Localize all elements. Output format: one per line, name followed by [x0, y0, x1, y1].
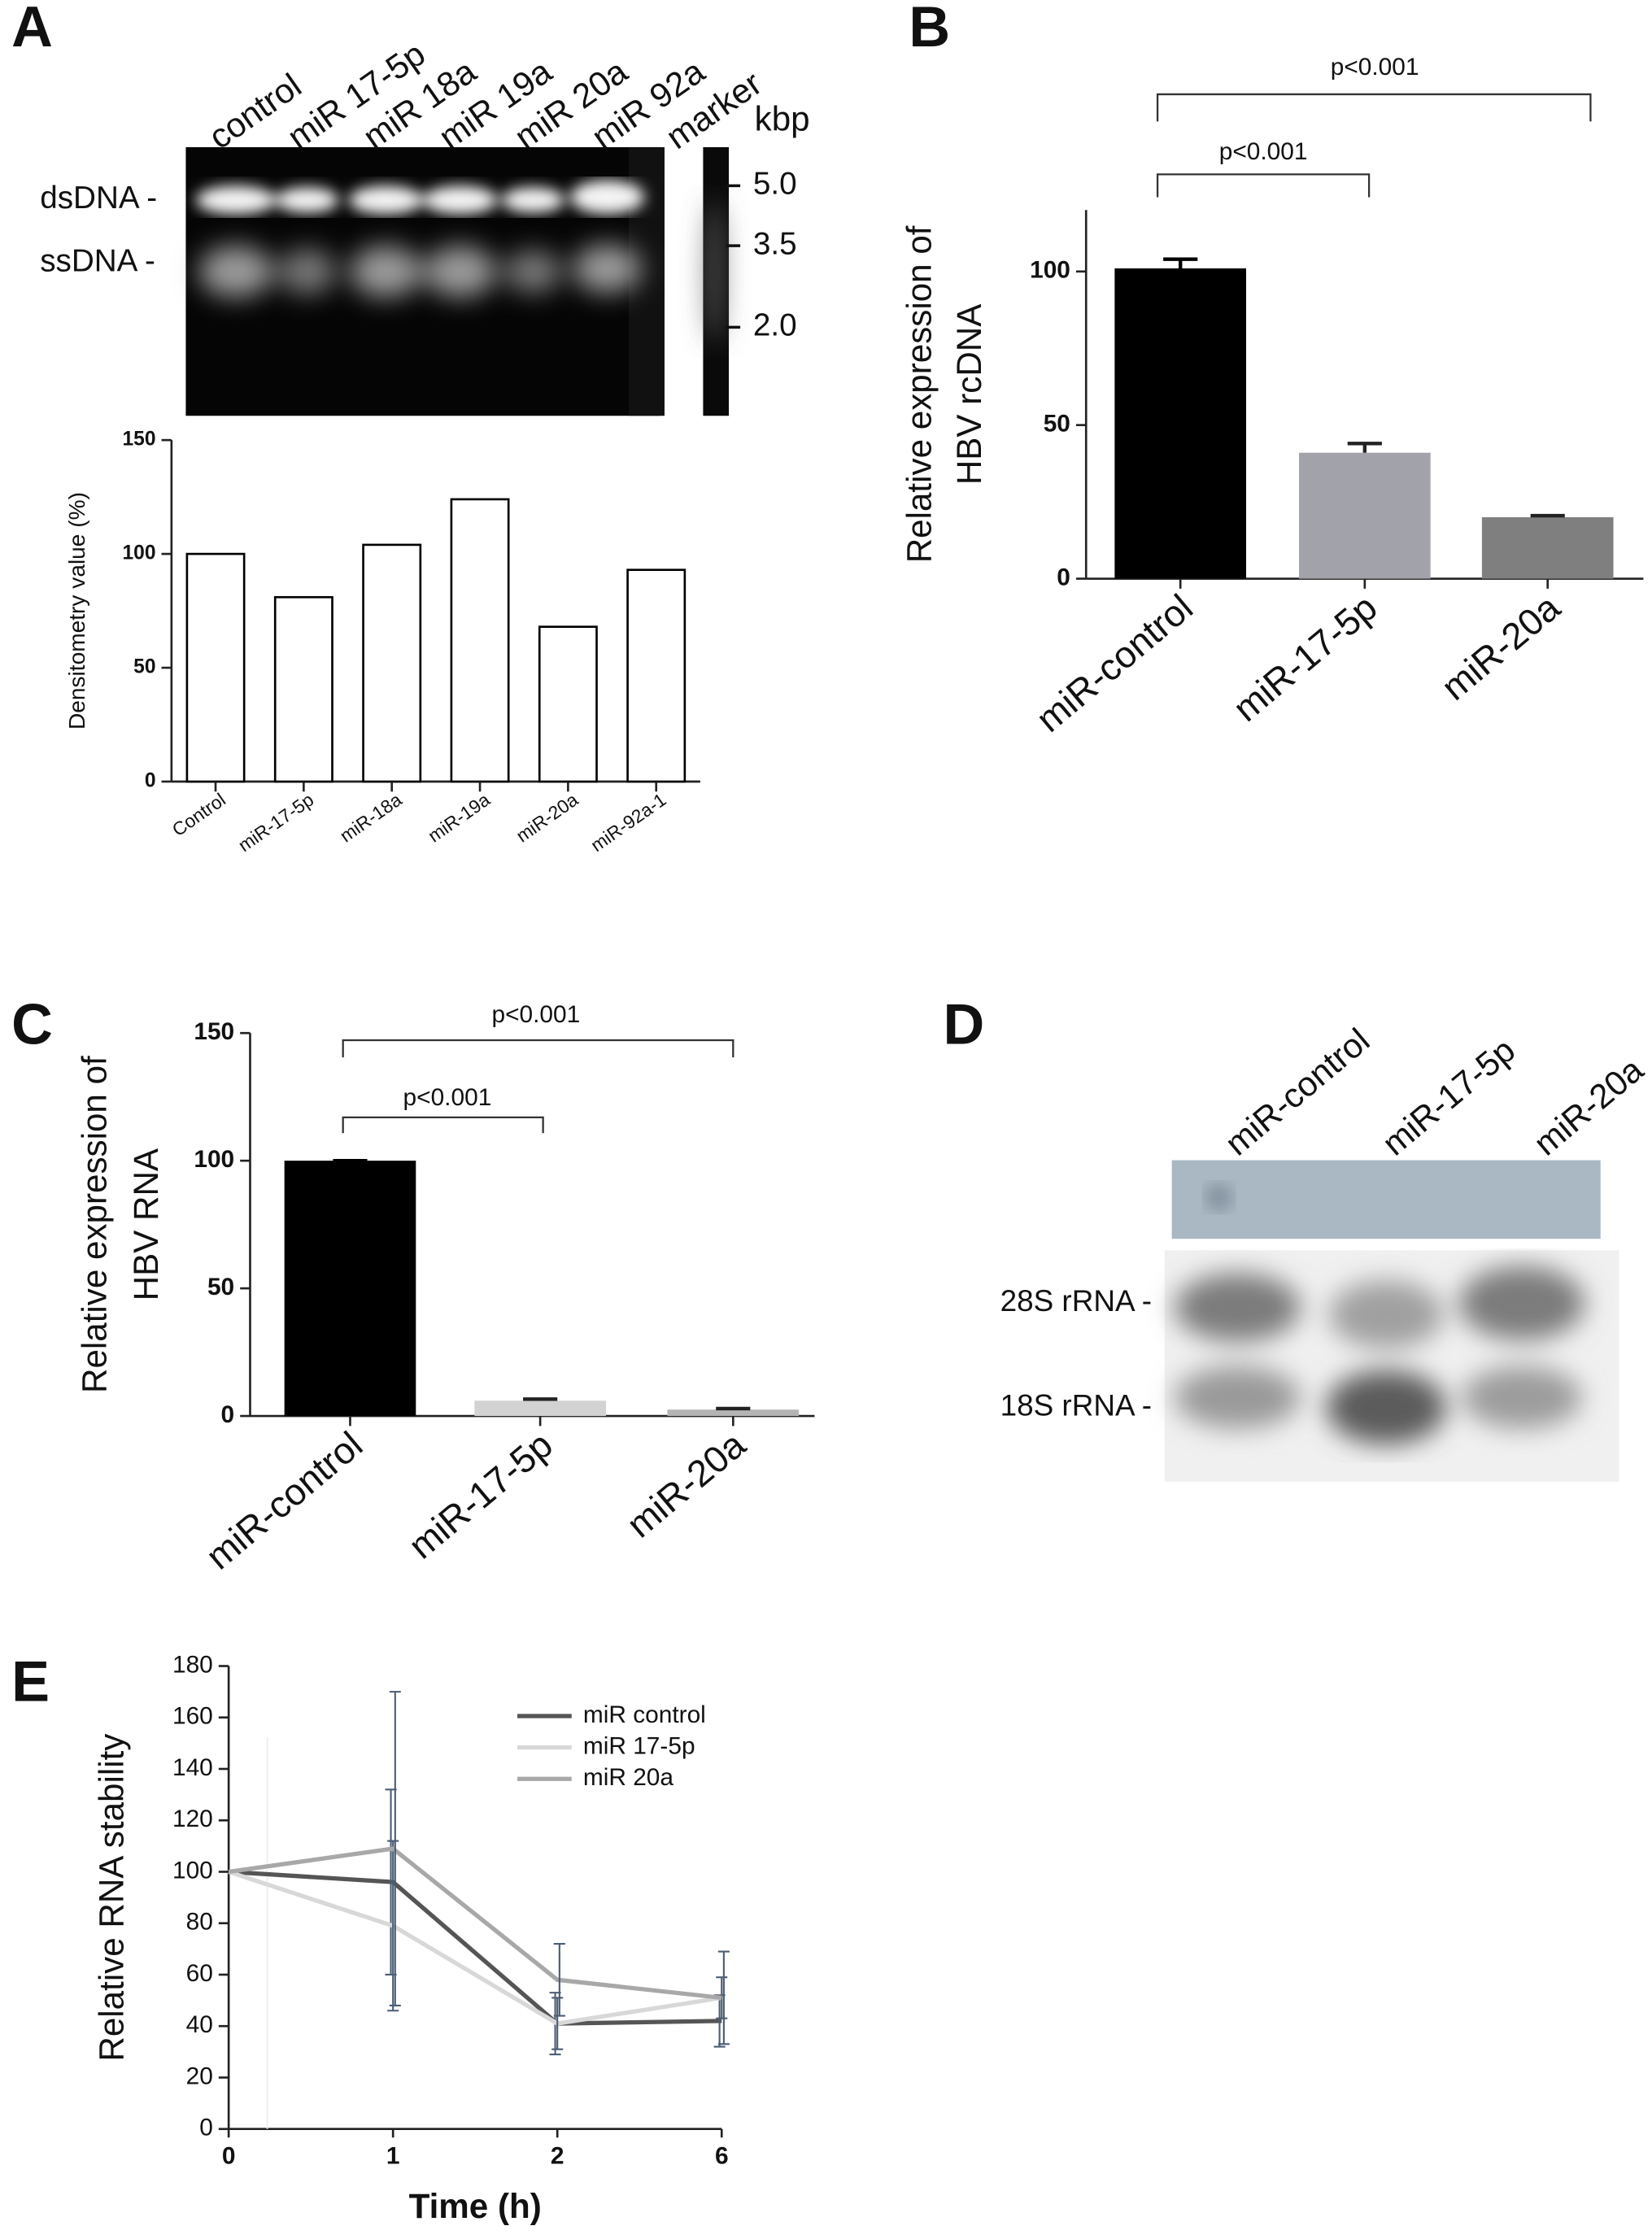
y-axis-label: Relative expression of [76, 1056, 114, 1393]
x-tick-label: miR-92a-1 [586, 789, 669, 856]
significance-bracket [342, 1116, 544, 1134]
panel-label: D [944, 992, 985, 1056]
y-tick-label: 50 [1044, 411, 1070, 438]
bar [1481, 516, 1614, 579]
x-tick-label: 1 [386, 2143, 400, 2170]
y-tick-label: 50 [207, 1274, 234, 1300]
x-tick-label: miR-17-5p [1226, 586, 1385, 730]
bar [273, 595, 333, 783]
panel-label: B [909, 0, 950, 59]
bar [185, 552, 246, 783]
legend-label: miR control [583, 1701, 706, 1728]
y-tick-label: 100 [1030, 257, 1070, 284]
bar [1299, 452, 1431, 579]
x-tick-label: 2 [551, 2143, 564, 2170]
x-tick-label: 6 [715, 2143, 729, 2170]
y-tick-label: 180 [172, 1651, 213, 1678]
significance-bracket [1156, 93, 1592, 122]
significance-bracket [342, 1039, 734, 1058]
lane-label: miR-17-5p [1375, 1030, 1522, 1163]
bar [362, 543, 422, 783]
series-line [228, 1846, 722, 2001]
bar [626, 568, 687, 783]
y-axis-label: Relative expression of [900, 225, 938, 563]
y-tick-label: 50 [133, 656, 155, 678]
y-tick-label: 0 [199, 2115, 213, 2141]
bar [284, 1161, 416, 1417]
y-tick-label: 80 [186, 1909, 213, 1936]
y-tick-label: 0 [1057, 564, 1070, 590]
y-axis-label: Relative RNA stability [93, 1734, 131, 2062]
annotation: p<0.001 [403, 1084, 492, 1111]
panel-label: C [11, 992, 53, 1056]
y-tick-label: 150 [123, 429, 156, 451]
bar [667, 1409, 800, 1417]
y-axis-label: HBV rcDNA [950, 303, 988, 485]
series-line [228, 1869, 722, 2026]
error-bar [553, 1942, 565, 2017]
y-tick-label: 120 [172, 1806, 213, 1832]
annotation: p<0.001 [1219, 138, 1308, 165]
error-bar [717, 1950, 730, 2045]
lane-label: miR-control [1218, 1021, 1376, 1163]
legend-label: miR 20a [583, 1764, 674, 1791]
y-tick-label: 0 [221, 1401, 235, 1428]
x-tick-label: miR-control [1028, 586, 1201, 740]
panel-label: A [11, 0, 53, 59]
y-tick-label: 100 [123, 542, 156, 564]
y-tick-label: 40 [186, 2011, 213, 2038]
gel-image-a [185, 146, 741, 416]
bar [538, 625, 598, 783]
y-tick-label: 160 [172, 1703, 213, 1730]
marker-size: 5.0 [753, 167, 797, 202]
marker-size: 3.5 [753, 226, 797, 261]
x-tick-label: miR-control [198, 1424, 371, 1578]
y-tick-label: 100 [194, 1146, 234, 1173]
significance-bracket [1156, 173, 1371, 198]
marker-size: 2.0 [753, 308, 797, 343]
band-label: 18S rRNA - [1000, 1388, 1152, 1422]
legend-label: miR 17-5p [583, 1733, 695, 1760]
x-tick-label: miR-20a [1433, 586, 1567, 708]
bar [450, 498, 510, 783]
y-tick-label: 60 [186, 1960, 213, 1987]
annotation: p<0.001 [1331, 54, 1419, 81]
error-bar [387, 1840, 399, 2012]
band-label: dsDNA - [40, 181, 157, 216]
series-line [228, 1869, 722, 2026]
error-bar [1530, 513, 1565, 518]
lane-label: miR-20a [1527, 1050, 1651, 1163]
x-tick-label: miR-17-5p [401, 1424, 560, 1567]
x-tick-label: 0 [222, 2143, 236, 2170]
x-tick-label: miR-18a [336, 789, 406, 847]
annotation: p<0.001 [491, 1001, 580, 1028]
x-tick-label: miR-20a [619, 1423, 753, 1545]
bar [474, 1400, 606, 1417]
error-bar [551, 1997, 564, 2050]
x-tick-label: miR-20a [512, 789, 582, 847]
error-bar [1347, 442, 1382, 453]
error-bar [389, 1691, 401, 2006]
error-bar [523, 1397, 558, 1401]
y-axis-label: HBV RNA [127, 1148, 165, 1300]
panel-label: E [11, 1649, 50, 1714]
x-tick-label: Control [168, 789, 229, 841]
y-tick-label: 0 [145, 770, 156, 792]
gel-image-d [1164, 1160, 1619, 1482]
band-label: ssDNA - [40, 243, 155, 278]
error-bar [1163, 257, 1198, 269]
x-axis-label: Time (h) [409, 2187, 542, 2225]
gel-unit: kbp [755, 99, 810, 137]
y-tick-label: 100 [172, 1857, 213, 1884]
y-axis-label: Densitometry value (%) [64, 492, 89, 730]
x-tick-label: miR-19a [424, 789, 494, 847]
bar [1114, 268, 1247, 579]
x-tick-label: miR-17-5p [234, 789, 317, 856]
y-tick-label: 140 [172, 1754, 213, 1781]
y-tick-label: 150 [194, 1018, 234, 1045]
y-tick-label: 20 [186, 2063, 213, 2089]
band-label: 28S rRNA - [1000, 1284, 1152, 1318]
